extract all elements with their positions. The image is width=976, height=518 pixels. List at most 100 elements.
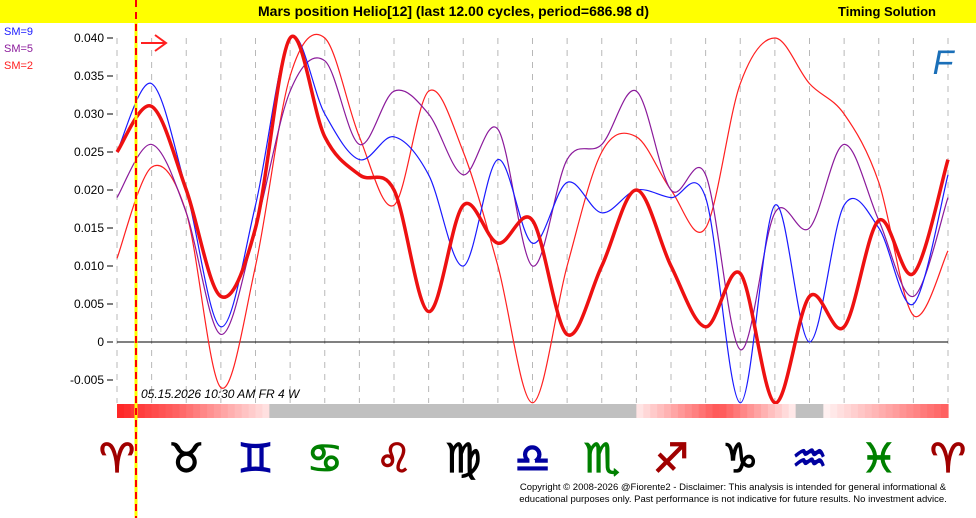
y-tick-label: 0.010 bbox=[74, 259, 104, 273]
series-line-sm-2 bbox=[116, 33, 949, 404]
series-layer bbox=[115, 33, 950, 405]
timeline-cell bbox=[179, 404, 187, 418]
y-tick-label: 0.020 bbox=[74, 183, 104, 197]
arrow-icon bbox=[141, 34, 168, 52]
timeline-cell bbox=[123, 404, 132, 418]
timeline-cell bbox=[387, 404, 395, 418]
timeline-cell bbox=[442, 404, 450, 418]
timeline-cell bbox=[269, 404, 277, 418]
series-line-forecast bbox=[115, 34, 950, 405]
timeline-cell bbox=[636, 404, 644, 418]
sm5-label: SM=5 bbox=[4, 43, 34, 55]
timeline-cell bbox=[324, 404, 333, 418]
timeline-cell bbox=[892, 404, 901, 418]
virgo-icon: ♍︎ bbox=[445, 437, 481, 481]
y-tick-label: 0.030 bbox=[74, 107, 104, 121]
timeline-cell bbox=[629, 404, 637, 418]
timeline-cell bbox=[331, 404, 340, 418]
timeline-cell bbox=[767, 404, 776, 418]
timeline-cell bbox=[864, 404, 873, 418]
timeline-cell bbox=[373, 404, 381, 418]
capricorn-icon: ♑︎ bbox=[722, 437, 758, 481]
timeline-cell bbox=[262, 404, 270, 418]
timeline-cell bbox=[297, 404, 305, 418]
timeline-cell bbox=[151, 404, 160, 418]
timeline-cell bbox=[421, 404, 430, 418]
timeline-cell bbox=[844, 404, 852, 418]
timeline-cell bbox=[913, 404, 921, 418]
brand-label: Timing Solution bbox=[838, 4, 936, 19]
timeline-cell bbox=[394, 404, 402, 418]
timeline-cell bbox=[435, 404, 444, 418]
timeline-cell bbox=[740, 404, 748, 418]
timeline-cell bbox=[504, 404, 513, 418]
timeline-cell bbox=[255, 404, 264, 418]
pisces-icon: ♓︎ bbox=[861, 437, 897, 481]
timeline-cell bbox=[172, 404, 180, 418]
timeline-cell bbox=[761, 404, 769, 418]
timeline-cell bbox=[809, 404, 818, 418]
timeline-cell bbox=[144, 404, 153, 418]
timeline-cell bbox=[380, 404, 388, 418]
leo-icon: ♌︎ bbox=[376, 437, 412, 481]
timeline-cell bbox=[117, 404, 125, 418]
timeline-cell bbox=[691, 404, 700, 418]
sm9-label: SM=9 bbox=[4, 26, 34, 38]
timeline-cell bbox=[719, 404, 727, 418]
timeline-cell bbox=[470, 404, 478, 418]
y-tick-label: 0.035 bbox=[74, 69, 104, 83]
timeline-cell bbox=[643, 404, 651, 418]
timeline-cell bbox=[449, 404, 457, 418]
timeline-cell bbox=[837, 404, 845, 418]
timeline-cell bbox=[546, 404, 554, 418]
gemini-icon: ♊︎ bbox=[238, 437, 274, 481]
timeline-cell bbox=[906, 404, 914, 418]
timeline-cell bbox=[241, 404, 250, 418]
timeline-cell bbox=[567, 404, 575, 418]
logo-icon: F bbox=[933, 44, 956, 82]
timeline-cell bbox=[650, 404, 658, 418]
timeline-cell bbox=[200, 404, 208, 418]
timeline-cell bbox=[227, 404, 236, 418]
timeline-cell bbox=[560, 404, 568, 418]
timeline-cell bbox=[497, 404, 506, 418]
y-tick-label: -0.005 bbox=[70, 373, 104, 387]
aquarius-icon: ♒︎ bbox=[792, 437, 828, 481]
timeline-cell bbox=[816, 404, 824, 418]
timeline-cell bbox=[802, 404, 811, 418]
timeline-cell bbox=[754, 404, 762, 418]
timeline-cell bbox=[207, 404, 215, 418]
timeline-cell bbox=[158, 404, 167, 418]
timeline-cell bbox=[511, 404, 520, 418]
timeline-cell bbox=[927, 404, 935, 418]
y-tick-label: 0.005 bbox=[74, 297, 104, 311]
timeline-cell bbox=[726, 404, 734, 418]
timeline-cell bbox=[788, 404, 797, 418]
timeline-cell bbox=[857, 404, 866, 418]
timeline-cell bbox=[587, 404, 596, 418]
timeline-cell bbox=[477, 404, 485, 418]
aries-icon: ♈︎ bbox=[930, 437, 966, 481]
timeline-cell bbox=[248, 404, 257, 418]
timeline-cell bbox=[220, 404, 229, 418]
copyright-text: Copyright © 2008-2026 @Fiorente2 - Discl… bbox=[519, 482, 947, 505]
timeline-cell bbox=[407, 404, 416, 418]
timeline-cell bbox=[290, 404, 298, 418]
cancer-icon: ♋︎ bbox=[307, 437, 343, 481]
chart-title: Mars position Helio[12] (last 12.00 cycl… bbox=[258, 3, 649, 19]
timeline-cell bbox=[608, 404, 617, 418]
timeline-cell bbox=[733, 404, 741, 418]
timeline-cell bbox=[345, 404, 354, 418]
timeline-cell bbox=[601, 404, 610, 418]
timeline-cell bbox=[677, 404, 686, 418]
timeline-cell bbox=[851, 404, 859, 418]
timeline-cell bbox=[366, 404, 374, 418]
timeline-cell bbox=[781, 404, 790, 418]
timeline-cell bbox=[213, 404, 222, 418]
timeline-cell bbox=[698, 404, 707, 418]
timeline-cell bbox=[671, 404, 679, 418]
timeline-cell bbox=[310, 404, 319, 418]
series-line-sm-9 bbox=[116, 35, 949, 404]
timeline-cell bbox=[885, 404, 894, 418]
